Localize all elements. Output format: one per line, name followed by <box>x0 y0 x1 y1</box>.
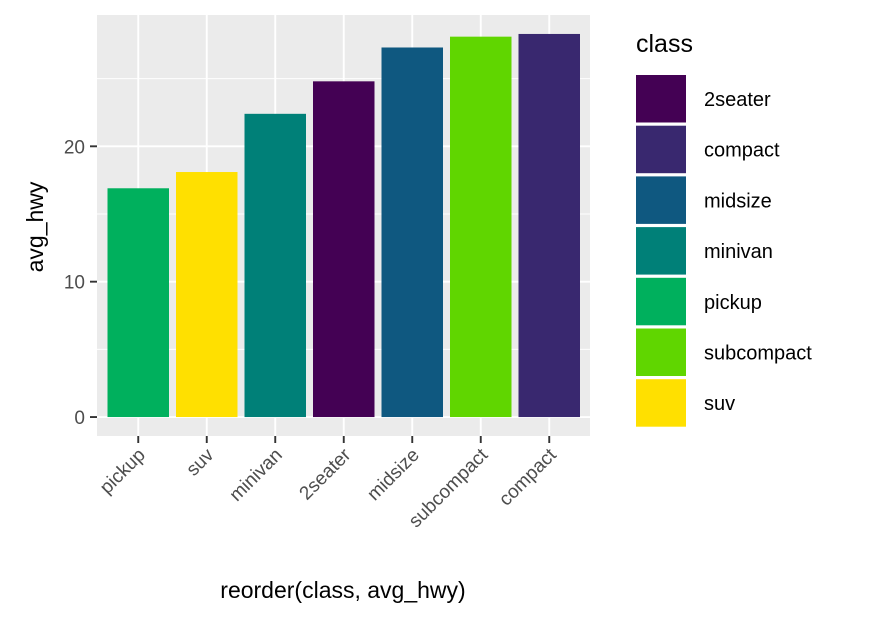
bar-2seater <box>313 81 375 418</box>
bar-suv <box>176 172 238 418</box>
legend-key-minivan <box>634 225 688 277</box>
x-tick-label: compact <box>495 444 561 510</box>
legend-key-suv <box>634 377 688 429</box>
legend-title: class <box>636 30 693 58</box>
y-tick-label: 10 <box>64 273 85 294</box>
bar-compact <box>518 33 580 418</box>
x-tick-label: pickup <box>96 445 150 499</box>
bar-subcompact <box>450 36 512 418</box>
bar-midsize <box>381 47 443 418</box>
bar-minivan <box>244 113 306 418</box>
legend-label: compact <box>704 140 780 162</box>
legend-label: subcompact <box>704 343 812 365</box>
legend-label: midsize <box>704 190 772 212</box>
legend-key-midsize <box>634 174 688 226</box>
x-tick-label: 2seater <box>296 444 356 504</box>
legend-key-subcompact <box>634 326 688 378</box>
y-tick-label: 20 <box>64 137 85 158</box>
legend-label: minivan <box>704 241 773 263</box>
y-axis-title: avg_hwy <box>22 181 48 272</box>
x-tick-label: suv <box>183 444 219 480</box>
x-tick-label: minivan <box>226 445 287 506</box>
legend-label: suv <box>704 393 735 415</box>
legend-key-pickup <box>634 275 688 328</box>
legend-key-2seater <box>634 73 688 125</box>
legend-key-compact <box>634 123 688 176</box>
y-tick-label: 0 <box>74 408 85 429</box>
bars <box>107 33 580 418</box>
x-axis-title: reorder(class, avg_hwy) <box>220 577 465 603</box>
legend-label: 2seater <box>704 89 771 111</box>
legend: class 2seater compact midsize minivan pickup… <box>634 30 812 429</box>
x-axis: pickup suv minivan 2seater midsizesubcompact… <box>96 436 561 532</box>
x-tick-label: midsize <box>363 445 423 505</box>
bar-pickup <box>107 188 169 418</box>
y-axis: 0 10 20 <box>64 137 97 429</box>
legend-label: pickup <box>704 292 762 314</box>
